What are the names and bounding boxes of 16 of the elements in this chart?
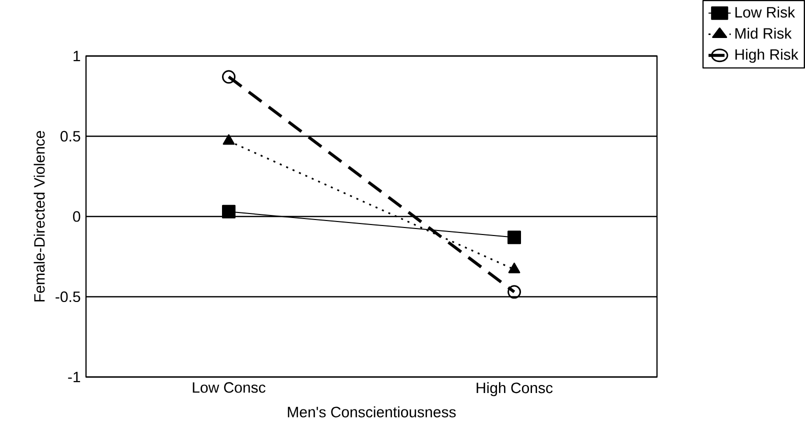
point — [508, 230, 522, 244]
x-tick-label: High Consc — [476, 382, 553, 396]
y-tick-label: -1 — [68, 372, 80, 382]
y-tick-label: 0.5 — [60, 130, 80, 142]
x-axis-title: Men's Conscientiousness — [288, 406, 456, 418]
point — [508, 285, 522, 299]
x-tick-label: Low Consc — [192, 382, 266, 393]
y-tick-label: 1 — [74, 50, 80, 62]
point — [222, 70, 236, 84]
legend-label: Mid Risk — [735, 28, 792, 39]
legend-label: Low Risk — [735, 6, 796, 18]
y-axis-title: Female-Directed Violence — [34, 131, 45, 302]
y-tick-label: 0 — [73, 211, 80, 222]
legend-label: High Risk — [735, 48, 798, 63]
point — [222, 204, 236, 218]
y-tick-label: -0.5 — [56, 291, 80, 302]
